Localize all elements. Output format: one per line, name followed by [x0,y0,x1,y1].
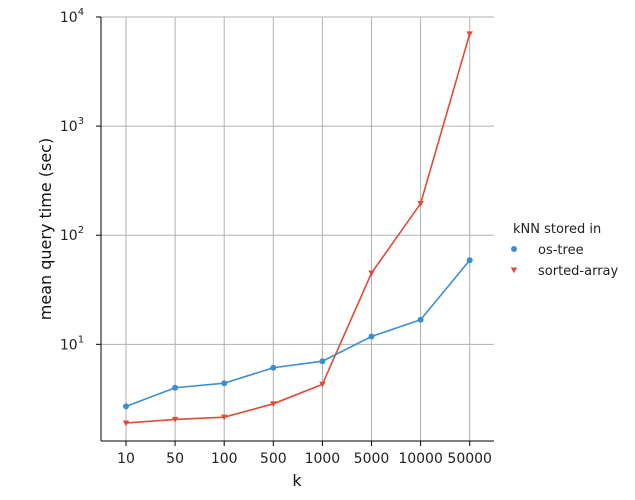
x-tick-label: 10000 [398,451,443,467]
data-point [319,358,326,365]
data-point [221,414,228,421]
legend-marker-sorted-array [510,267,518,274]
x-tick-label: 50 [166,451,184,467]
y-tick-label: 103 [60,116,84,135]
y-tick-labels: 101 102 103 104 [60,7,84,353]
data-point [417,316,424,323]
data-point [122,420,130,427]
data-point [368,270,375,277]
data-point [172,384,179,391]
x-tick-label: 5000 [354,451,390,467]
x-tick-label: 10 [117,451,135,467]
data-point [270,401,277,408]
legend-marker-os-tree [511,246,517,252]
y-tick-label: 102 [60,225,84,244]
legend-title: kNN stored in [513,222,601,237]
data-point [221,380,228,387]
y-axis-label: mean query time (sec) [36,138,55,320]
legend-label-sorted-array: sorted-array [538,264,619,279]
x-axis-label: k [292,471,302,490]
y-tick-label: 101 [60,334,84,353]
x-tick-label: 1000 [305,451,341,467]
data-point [466,31,473,38]
data-point [417,201,424,207]
series-os-tree [123,257,473,410]
x-tick-label: 50000 [447,451,492,467]
data-point [123,403,129,410]
series-line [125,259,471,408]
data-point [466,257,473,264]
y-tick-label: 104 [60,7,84,26]
grid-layer [101,16,494,441]
data-point [319,381,326,388]
x-tick-label: 500 [260,451,287,467]
data-point [368,333,375,340]
legend-label-os-tree: os-tree [538,243,584,258]
data-point [270,364,277,371]
series-sorted-array [122,31,473,427]
series-layer [122,31,473,427]
data-point [171,416,179,423]
x-tick-labels: 10 50 100 500 1000 5000 10000 50000 [117,451,492,467]
series-line [125,33,471,424]
axes-spines [96,16,494,446]
legend: kNN stored in os-tree sorted-array [510,222,619,279]
x-tick-label: 100 [211,451,238,467]
